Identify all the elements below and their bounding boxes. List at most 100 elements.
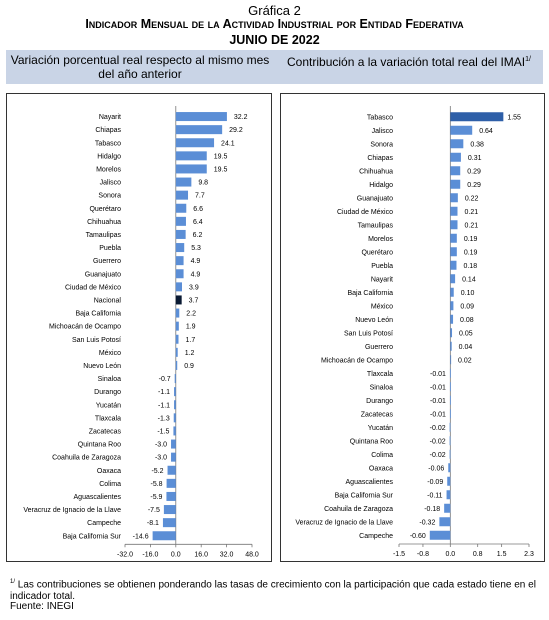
bar	[447, 476, 451, 486]
bar	[450, 112, 504, 122]
category-label: Guerrero	[365, 344, 393, 351]
bar	[152, 531, 176, 541]
bar	[429, 530, 451, 540]
left-chart: -32.0 -16.0 0.0 16.0 32.0 48.0 Nayarit 32.2 Chia…	[23, 106, 259, 558]
category-label: Quintana Roo	[78, 442, 121, 449]
category-label: San Luis Potosí	[344, 330, 393, 337]
right-subtitle: Contribución a la variación total real d…	[275, 53, 543, 69]
value-label: 2.2	[186, 311, 196, 318]
bar	[449, 368, 451, 378]
value-label: 0.04	[459, 344, 473, 351]
value-label: -0.7	[159, 376, 171, 383]
right-chart-panel: -1.5 -0.8 0.0 0.8 1.5 2.3 Tabasco 1.55 Jalisco 0.…	[280, 93, 545, 562]
category-label: Veracruz de Ignacio de la Llave	[23, 507, 121, 514]
value-label: 1.7	[185, 337, 195, 344]
value-label: -3.0	[155, 455, 167, 462]
value-label: 0.22	[465, 195, 479, 202]
category-label: Hidalgo	[369, 182, 393, 189]
bar	[450, 274, 456, 284]
value-label: -0.32	[419, 519, 435, 526]
x-tick-label: -16.0	[142, 551, 158, 558]
bar	[175, 243, 185, 253]
category-label: Querétaro	[89, 206, 121, 213]
value-label: 0.29	[467, 168, 481, 175]
value-label: -7.5	[148, 507, 160, 514]
bar	[175, 164, 207, 174]
right-chart: -1.5 -0.8 0.0 0.8 1.5 2.3 Tabasco 1.55 Jalisco 0.…	[295, 106, 534, 558]
value-label: 0.09	[460, 303, 474, 310]
category-label: Nayarit	[99, 114, 121, 121]
category-label: Tabasco	[95, 140, 121, 147]
category-label: Ciudad de México	[337, 209, 393, 216]
value-label: 0.9	[184, 363, 194, 370]
value-label: 1.9	[186, 324, 196, 331]
bar	[171, 452, 176, 462]
category-label: Campeche	[87, 520, 121, 527]
category-label: Durango	[366, 398, 393, 405]
x-tick-label: 0.0	[445, 551, 455, 558]
bar	[449, 422, 451, 432]
category-label: Veracruz de Ignacio de la Llave	[295, 519, 393, 526]
footnote: 1/ Las contribuciones se obtienen ponder…	[10, 577, 540, 602]
category-label: Michoacán de Ocampo	[49, 324, 121, 331]
value-label: -14.6	[133, 533, 149, 540]
bar	[175, 282, 182, 292]
category-label: Jalisco	[372, 128, 394, 135]
category-label: Querétaro	[361, 249, 393, 256]
category-label: Baja California	[75, 311, 121, 318]
title-date: junio de 2022	[0, 33, 549, 47]
category-label: Guerrero	[93, 258, 121, 265]
value-label: 19.5	[214, 166, 228, 173]
value-label: 0.14	[462, 276, 476, 283]
bar	[449, 436, 451, 446]
category-label: Nuevo León	[355, 317, 393, 324]
value-label: 3.7	[189, 297, 199, 304]
bar	[175, 269, 184, 279]
page-title: Indicador Mensual de la Actividad Indust…	[0, 17, 549, 31]
right-subtitle-note: 1/	[525, 56, 531, 63]
x-tick-label: -32.0	[117, 551, 133, 558]
bar	[450, 247, 457, 257]
category-label: Oaxaca	[369, 465, 393, 472]
value-label: 0.64	[479, 128, 493, 135]
bar	[175, 334, 179, 344]
left-subtitle: Variación porcentual real respecto al mi…	[10, 53, 270, 81]
category-label: Chiapas	[367, 155, 393, 162]
value-label: 0.38	[470, 141, 484, 148]
category-label: Michoacán de Ocampo	[321, 357, 393, 364]
bar	[175, 151, 207, 161]
value-label: 19.5	[214, 153, 228, 160]
category-label: Nayarit	[371, 276, 393, 283]
bar	[163, 505, 176, 515]
value-label: -3.0	[155, 442, 167, 449]
value-label: -0.01	[430, 371, 446, 378]
value-label: -0.01	[430, 411, 446, 418]
footnote-text: Las contribuciones se obtienen ponderand…	[10, 579, 536, 602]
category-label: Oaxaca	[97, 468, 121, 475]
bar	[444, 503, 451, 513]
value-label: 29.2	[229, 127, 243, 134]
category-label: Colima	[371, 452, 393, 459]
bar	[175, 256, 184, 266]
category-label: Jalisco	[100, 180, 122, 187]
category-label: Baja California Sur	[335, 492, 394, 499]
category-label: Puebla	[99, 245, 121, 252]
footnote-mark: 1/	[10, 579, 16, 585]
value-label: 0.02	[458, 357, 472, 364]
bar	[450, 206, 458, 216]
bar	[449, 382, 451, 392]
bar	[450, 166, 461, 176]
bar	[450, 301, 454, 311]
category-label: Sinaloa	[98, 376, 121, 383]
bar	[449, 395, 451, 405]
category-label: México	[99, 350, 121, 357]
bar	[450, 341, 452, 351]
category-label: Tamaulipas	[86, 232, 122, 239]
bar	[166, 478, 176, 488]
bar	[162, 518, 176, 528]
bar	[175, 190, 189, 200]
title-text: Indicador Mensual de la Actividad Indust…	[85, 17, 464, 31]
bar	[450, 193, 458, 203]
date-text: junio de 2022	[229, 33, 320, 47]
value-label: -0.06	[428, 465, 444, 472]
